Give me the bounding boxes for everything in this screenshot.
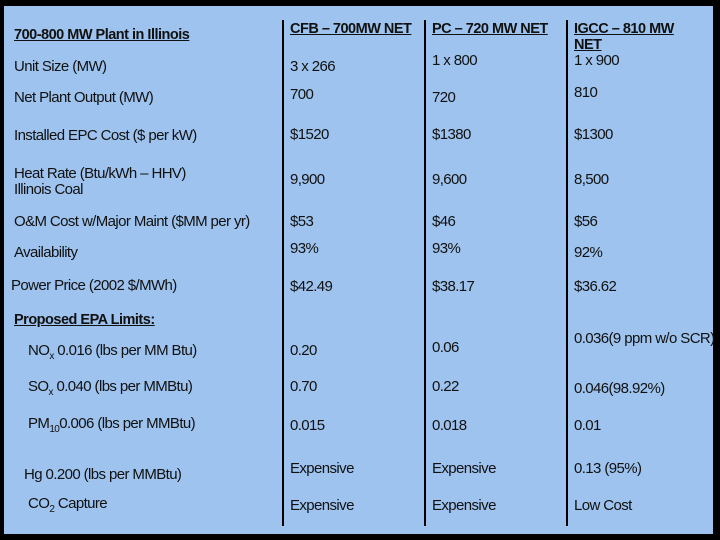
epa-row-label: PM100.006 (lbs per MMBtu) bbox=[28, 415, 196, 436]
cell-value: $1520 bbox=[290, 126, 329, 143]
column-divider bbox=[424, 20, 426, 526]
epa-subscript: x bbox=[48, 387, 53, 398]
cell-value: 0.015 bbox=[290, 417, 325, 434]
cell-value: 9,900 bbox=[290, 171, 325, 188]
cell-value: 1 x 800 bbox=[432, 52, 478, 69]
epa-row-label: CO2 Capture bbox=[28, 495, 108, 516]
cell-value: Low Cost bbox=[574, 497, 632, 514]
column-divider bbox=[566, 20, 568, 526]
epa-row-label: NOx 0.016 (lbs per MM Btu) bbox=[28, 342, 197, 363]
cell-value: 93% bbox=[432, 240, 461, 257]
row-label-line2: Illinois Coal bbox=[14, 181, 84, 198]
cell-value: 1 x 900 bbox=[574, 52, 620, 69]
cell-value: $56 bbox=[574, 213, 598, 230]
column-header-cfb: CFB – 700MW NET bbox=[290, 21, 412, 37]
epa-pollutant: NO bbox=[28, 342, 50, 359]
epa-subscript: 10 bbox=[49, 424, 60, 435]
cell-value: 9,600 bbox=[432, 171, 467, 188]
epa-subscript: x bbox=[49, 351, 54, 362]
epa-limit: 0.006 (lbs per MMBtu) bbox=[59, 415, 196, 432]
cell-value: $36.62 bbox=[574, 278, 617, 295]
epa-pollutant: CO bbox=[28, 495, 50, 512]
epa-pollutant: PM bbox=[28, 415, 50, 432]
cell-value: $46 bbox=[432, 213, 456, 230]
cell-value: 92% bbox=[574, 244, 603, 261]
cell-value: Expensive bbox=[432, 497, 496, 514]
cell-value: $1300 bbox=[574, 126, 613, 143]
cell-value: Expensive bbox=[290, 460, 354, 477]
cell-value: 3 x 266 bbox=[290, 58, 336, 75]
column-header-pc: PC – 720 MW NET bbox=[432, 21, 548, 37]
cell-value: 0.046(98.92%) bbox=[574, 380, 665, 397]
row-label: O&M Cost w/Major Maint ($MM per yr) bbox=[14, 213, 250, 230]
cell-value: 0.22 bbox=[432, 378, 459, 395]
epa-limit: Capture bbox=[54, 495, 108, 512]
slide: 700-800 MW Plant in Illinois CFB – 700MW… bbox=[4, 6, 715, 534]
cell-value: 0.20 bbox=[290, 342, 317, 359]
cell-value: 93% bbox=[290, 240, 319, 257]
row-label: Power Price (2002 $/MWh) bbox=[11, 277, 177, 294]
table-title: 700-800 MW Plant in Illinois bbox=[14, 27, 190, 43]
cell-value: Expensive bbox=[290, 497, 354, 514]
column-header-igcc: IGCC – 810 MW NET bbox=[574, 21, 674, 53]
cell-value: 720 bbox=[432, 89, 456, 106]
cell-value: 0.018 bbox=[432, 417, 467, 434]
cell-value: Expensive bbox=[432, 460, 496, 477]
cell-value: $53 bbox=[290, 213, 314, 230]
cell-value: 0.70 bbox=[290, 378, 317, 395]
cell-value: $1380 bbox=[432, 126, 471, 143]
cell-value: $42.49 bbox=[290, 278, 333, 295]
cell-value: 0.01 bbox=[574, 417, 601, 434]
row-label: Availability bbox=[14, 244, 78, 261]
epa-limit: 0.040 (lbs per MMBtu) bbox=[52, 378, 193, 395]
row-label: Net Plant Output (MW) bbox=[14, 89, 154, 106]
epa-pollutant: SO bbox=[28, 378, 49, 395]
cell-value: 0.06 bbox=[432, 339, 459, 356]
epa-limits-header: Proposed EPA Limits: bbox=[14, 312, 155, 328]
column-divider bbox=[282, 20, 284, 526]
row-label: Installed EPC Cost ($ per kW) bbox=[14, 127, 197, 144]
epa-pollutant: Hg 0.200 (lbs per MMBtu) bbox=[24, 466, 182, 483]
cell-value: 0.036(9 ppm w/o SCR) bbox=[574, 330, 715, 347]
cell-value: 810 bbox=[574, 84, 598, 101]
epa-row-label: SOx 0.040 (lbs per MMBtu) bbox=[28, 378, 193, 399]
cell-value: 8,500 bbox=[574, 171, 609, 188]
epa-row-label: Hg 0.200 (lbs per MMBtu) bbox=[24, 466, 182, 485]
cell-value: $38.17 bbox=[432, 278, 475, 295]
cell-value: 0.13 (95%) bbox=[574, 460, 642, 477]
epa-subscript: 2 bbox=[49, 504, 55, 515]
epa-limit: 0.016 (lbs per MM Btu) bbox=[53, 342, 197, 359]
row-label: Heat Rate (Btu/kWh – HHV) bbox=[14, 165, 186, 182]
row-label: Unit Size (MW) bbox=[14, 58, 107, 75]
cell-value: 700 bbox=[290, 86, 314, 103]
